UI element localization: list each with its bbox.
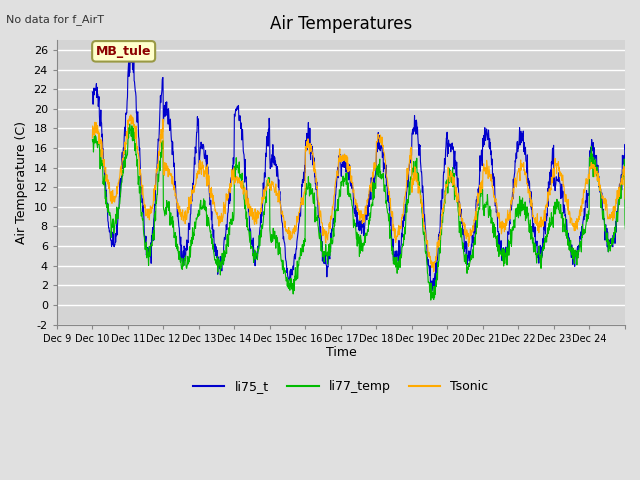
Legend: li75_t, li77_temp, Tsonic: li75_t, li77_temp, Tsonic (188, 375, 493, 398)
X-axis label: Time: Time (326, 347, 356, 360)
Text: No data for f_AirT: No data for f_AirT (6, 14, 104, 25)
Title: Air Temperatures: Air Temperatures (270, 15, 412, 33)
Text: MB_tule: MB_tule (96, 45, 152, 58)
Y-axis label: Air Temperature (C): Air Temperature (C) (15, 121, 28, 244)
